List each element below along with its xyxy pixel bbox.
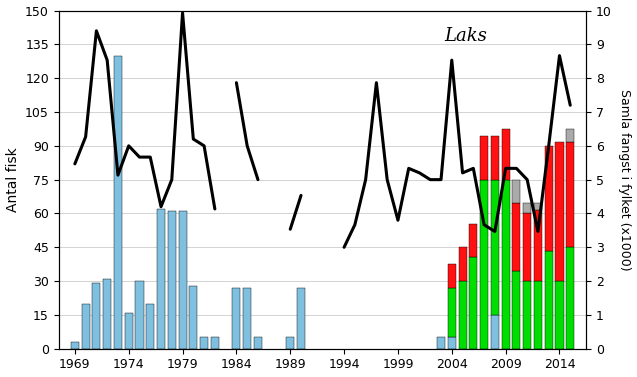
Bar (469, 224, 477, 257)
Bar (480, 136, 488, 179)
Bar (534, 203, 542, 210)
Bar (512, 271, 520, 349)
Bar (534, 210, 542, 281)
Bar (82, 303, 90, 349)
Bar (200, 337, 208, 349)
Bar (437, 337, 445, 349)
Bar (534, 281, 542, 349)
Text: Laks: Laks (444, 28, 487, 46)
Bar (545, 251, 553, 349)
Bar (286, 337, 294, 349)
Bar (448, 337, 456, 349)
Bar (469, 257, 477, 349)
Bar (523, 203, 531, 213)
Bar (459, 247, 466, 281)
Bar (157, 209, 165, 349)
Bar (566, 129, 575, 143)
Bar (491, 136, 499, 179)
Bar (491, 179, 499, 315)
Bar (566, 143, 575, 247)
Bar (448, 264, 456, 288)
Bar (448, 288, 456, 337)
Bar (523, 281, 531, 349)
Bar (459, 281, 466, 349)
Bar (523, 213, 531, 281)
Bar (189, 286, 197, 349)
Bar (233, 288, 240, 349)
Bar (125, 313, 132, 349)
Bar (566, 247, 575, 349)
Bar (254, 337, 262, 349)
Bar (168, 211, 176, 349)
Bar (555, 143, 564, 281)
Bar (147, 303, 154, 349)
Bar (71, 342, 79, 349)
Y-axis label: Samla fangst i fylket (x1000): Samla fangst i fylket (x1000) (619, 89, 631, 270)
Bar (297, 288, 305, 349)
Bar (243, 288, 251, 349)
Bar (114, 56, 122, 349)
Bar (501, 179, 510, 349)
Bar (501, 129, 510, 179)
Bar (92, 284, 101, 349)
Bar (211, 337, 219, 349)
Bar (480, 179, 488, 349)
Bar (545, 146, 553, 251)
Bar (491, 315, 499, 349)
Bar (178, 211, 187, 349)
Bar (512, 203, 520, 271)
Bar (103, 279, 111, 349)
Y-axis label: Antal fisk: Antal fisk (6, 147, 20, 212)
Bar (136, 281, 143, 349)
Bar (555, 281, 564, 349)
Bar (512, 179, 520, 203)
